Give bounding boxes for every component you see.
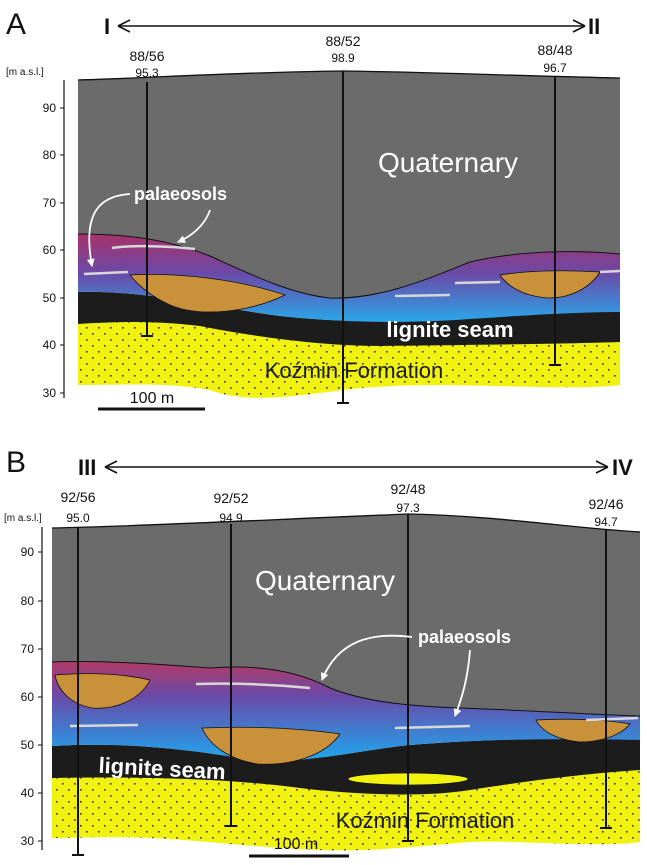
palaeosol-arrow: [86, 193, 131, 267]
y-tick-label: 60: [43, 243, 57, 257]
kozmin-formation-b: [52, 770, 640, 851]
borehole-lines-a: [141, 71, 561, 404]
panel-a: A I II 88/56 95.3 88/52 98.9 88/48 96.7 …: [6, 8, 621, 411]
palaeosol-band-b: [52, 661, 640, 761]
scale-bar-label: 100 m: [130, 390, 174, 407]
quaternary-a: [78, 71, 620, 299]
y-tick-label: 70: [21, 642, 35, 656]
kozmin-formation-label: Koźmin Formation: [336, 808, 515, 833]
palaeosols-label: palaeosols: [418, 627, 511, 647]
y-tick-label: 60: [21, 690, 35, 704]
palaeosol-arrow: [320, 634, 413, 681]
section-start-label: I: [104, 14, 110, 39]
y-tick-label: 50: [21, 738, 35, 752]
section-end-label: II: [588, 14, 600, 39]
sand-lens-a2: [499, 270, 601, 299]
y-tick-label: 80: [21, 594, 35, 608]
axis-unit-label: [m a.s.l.]: [4, 513, 42, 524]
y-axis-b: [m a.s.l.] 90 80 70 60 50 40 30: [4, 513, 43, 850]
palaeosols-label: palaeosols: [134, 184, 227, 204]
borehole-b1-elevation: 95.0: [66, 511, 90, 525]
borehole-b3-elevation: 97.3: [396, 501, 420, 515]
y-tick-label: 80: [43, 148, 57, 162]
borehole-b3-id: 92/48: [390, 481, 425, 497]
y-tick-label: 40: [43, 338, 57, 352]
y-axis-a: [m a.s.l.] 90 80 70 60 50 40 30: [6, 67, 65, 400]
y-tick-label: 30: [21, 834, 35, 848]
borehole-lines-b: [72, 515, 612, 856]
sand-lens-b2: [201, 726, 341, 765]
axis-unit-label: [m a.s.l.]: [6, 67, 44, 78]
lignite-seam-label: lignite seam: [386, 317, 513, 342]
palaeosol-horizons-a: [83, 244, 621, 298]
quaternary-b: [52, 514, 640, 716]
panel-a-letter: A: [6, 8, 26, 41]
quaternary-label: Quaternary: [378, 147, 518, 178]
y-tick-label: 70: [43, 196, 57, 210]
section-line-a: I II: [104, 14, 600, 39]
panel-b: B III IV 92/56 95.0 92/52 94.9 92/48 97.…: [4, 446, 641, 858]
borehole-b4-id: 92/46: [588, 496, 623, 512]
borehole-a3-id: 88/48: [537, 42, 572, 58]
borehole-b4-elevation: 94.7: [594, 515, 618, 529]
kozmin-formation-label: Koźmin Formation: [265, 358, 444, 383]
borehole-a1-id: 88/56: [129, 48, 164, 64]
section-end-label: IV: [612, 455, 633, 480]
section-line-b: III IV: [78, 455, 633, 480]
borehole-b1-id: 92/56: [60, 489, 95, 505]
quaternary-label: Quaternary: [255, 565, 395, 596]
borehole-b2-id: 92/52: [213, 490, 248, 506]
y-tick-label: 90: [21, 545, 35, 559]
scale-bar-label: 100 m: [274, 836, 318, 853]
borehole-a2-elevation: 98.9: [331, 51, 355, 65]
y-tick-label: 90: [43, 101, 57, 115]
scale-bar-b: 100 m: [249, 836, 349, 858]
palaeosol-arrow: [453, 649, 471, 717]
y-tick-label: 40: [21, 786, 35, 800]
borehole-a2-id: 88/52: [325, 33, 360, 49]
palaeosol-arrow: [177, 209, 211, 243]
scale-bar-a: 100 m: [98, 390, 205, 411]
lignite-seam-b: [52, 738, 640, 795]
strata-a: [77, 70, 621, 398]
y-tick-label: 50: [43, 291, 57, 305]
borehole-a3-elevation: 96.7: [543, 61, 567, 75]
sand-lens-a1: [129, 273, 287, 313]
y-tick-label: 30: [43, 386, 57, 400]
section-start-label: III: [78, 455, 96, 480]
panel-b-letter: B: [6, 446, 26, 479]
